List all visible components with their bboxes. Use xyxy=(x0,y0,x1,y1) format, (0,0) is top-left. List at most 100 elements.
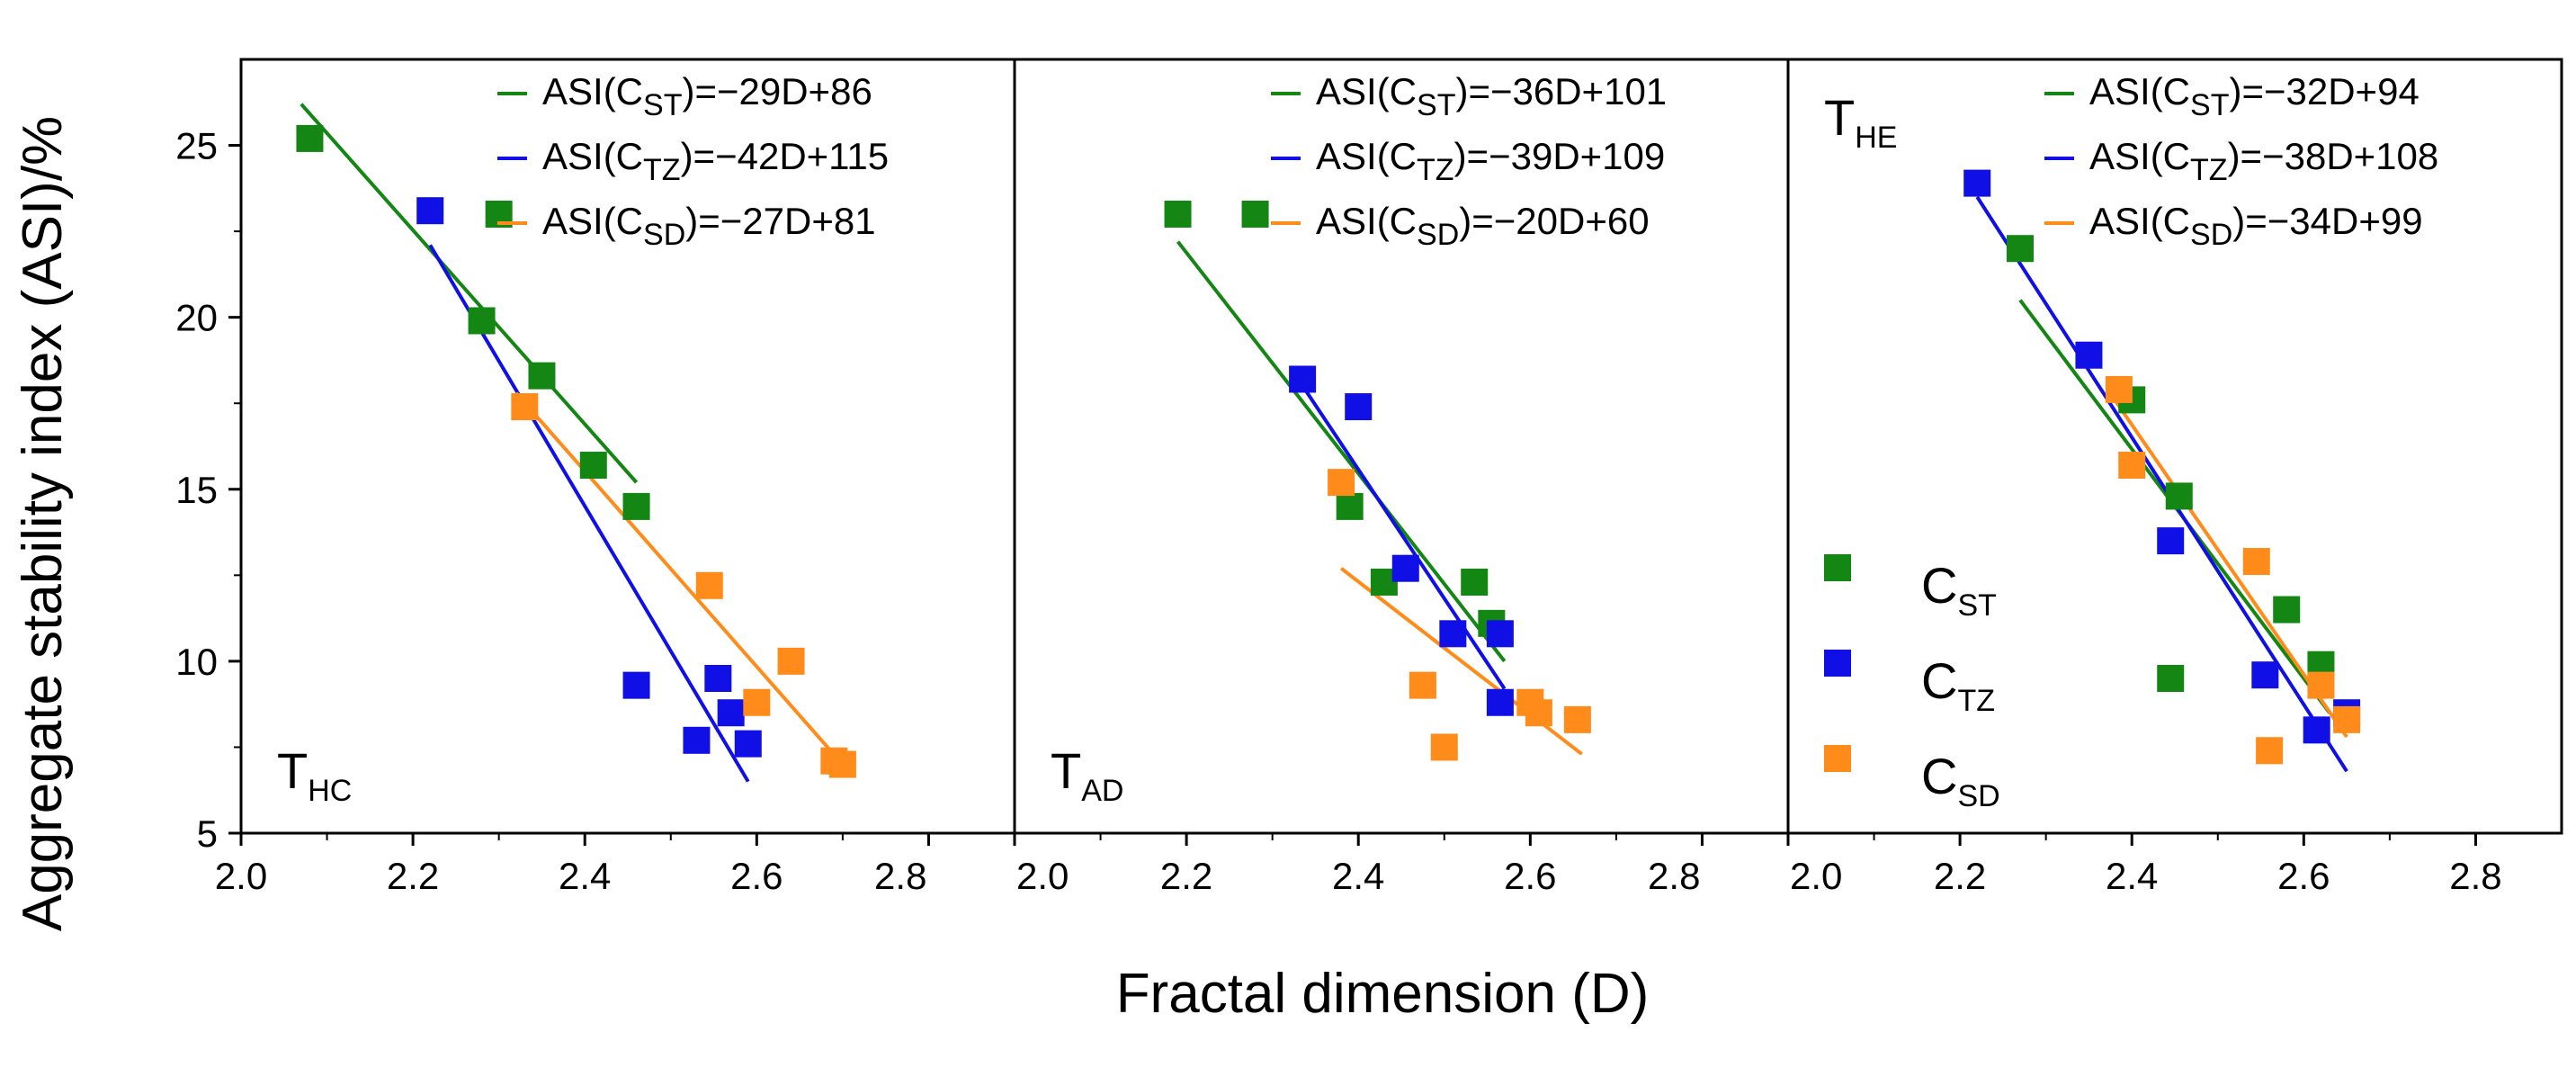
legend-label-csd: CSD xyxy=(1921,748,2000,813)
point-csd xyxy=(1525,699,1552,727)
point-ctz xyxy=(1439,620,1467,648)
fit-line-cst xyxy=(1176,240,1507,663)
y-axis-title: Aggregate stability index (ASI)/% xyxy=(12,116,74,931)
panel-1: 2.0 2.2 2.4 2.6 2.8 5 10 15 20 25 ASI(CST)=−29D+86… xyxy=(175,58,1016,897)
equation-csd: ASI(CSD)=−20D+60 xyxy=(1316,200,1650,252)
x-tick-label: 2.8 xyxy=(874,855,926,897)
y-tick-label: 25 xyxy=(175,125,218,167)
legend-label-cst: CST xyxy=(1921,557,1997,623)
point-cst xyxy=(296,124,324,152)
panel-frame xyxy=(1786,58,2563,835)
equation-ctz: ASI(CTZ)=−38D+108 xyxy=(2089,135,2438,187)
point-csd xyxy=(1409,671,1436,699)
equation-cst: ASI(CST)=−32D+94 xyxy=(2089,70,2419,122)
x-tick-label: 2.2 xyxy=(1934,855,1986,897)
x-tick-label: 2.6 xyxy=(2277,855,2330,897)
equation-csd: ASI(CSD)=−27D+81 xyxy=(542,200,876,252)
x-tick-label: 2.0 xyxy=(215,855,267,897)
point-ctz xyxy=(622,671,650,699)
legend-label-ctz: CTZ xyxy=(1921,652,1995,718)
point-csd xyxy=(1430,733,1458,761)
x-tick-label: 2.4 xyxy=(559,855,611,897)
equation-cst: ASI(CST)=−36D+101 xyxy=(1316,70,1667,122)
x-tick-label: 2.0 xyxy=(1790,855,1842,897)
x-axis-title: Fractal dimension (D) xyxy=(1116,963,1650,1025)
panel-marks xyxy=(1164,201,1591,761)
point-csd xyxy=(2307,671,2335,699)
y-tick-label: 15 xyxy=(175,469,218,511)
point-cst xyxy=(528,362,556,390)
point-cst xyxy=(2273,596,2301,624)
panel-3: 2.0 2.2 2.4 2.6 2.8 ASI(CST)=−32D+94 ASI(CTZ)=… xyxy=(1786,58,2563,897)
panel-label: THC xyxy=(277,742,352,808)
x-tick-label: 2.2 xyxy=(1160,855,1212,897)
point-csd xyxy=(2105,375,2133,403)
panel-label: TAD xyxy=(1051,742,1123,808)
x-tick-label: 2.8 xyxy=(2449,855,2501,897)
x-tick-label: 2.8 xyxy=(1648,855,1700,897)
point-cst xyxy=(2157,665,2185,692)
point-ctz xyxy=(2303,716,2330,744)
point-csd xyxy=(777,647,805,675)
x-tick-label: 2.0 xyxy=(1016,855,1069,897)
y-tick-label: 20 xyxy=(175,297,218,339)
point-ctz xyxy=(683,726,711,754)
point-cst xyxy=(1164,201,1192,228)
legend-marker-csd xyxy=(1824,745,1851,772)
panel-label: THE xyxy=(1824,89,1897,155)
point-csd xyxy=(1563,705,1591,733)
y-tick-label: 5 xyxy=(197,812,218,855)
point-ctz xyxy=(1345,393,1373,421)
point-ctz xyxy=(2157,527,2185,555)
y-tick-label: 10 xyxy=(175,641,218,683)
point-csd xyxy=(828,750,856,778)
equation-ctz: ASI(CTZ)=−39D+109 xyxy=(1316,135,1665,187)
point-cst xyxy=(468,307,496,335)
fit-line-ctz xyxy=(428,244,750,783)
x-tick-label: 2.6 xyxy=(730,855,783,897)
point-ctz xyxy=(704,665,732,692)
point-csd xyxy=(1328,469,1355,497)
point-cst xyxy=(2007,235,2034,263)
point-csd xyxy=(2333,705,2361,733)
point-cst xyxy=(1461,568,1489,596)
point-ctz xyxy=(734,730,762,758)
point-ctz xyxy=(1391,554,1419,582)
point-cst xyxy=(1336,492,1364,520)
fit-line-csd xyxy=(514,391,845,766)
plot-area: 2.0 2.2 2.4 2.6 2.8 5 10 15 20 25 ASI(CST)=−29D+86… xyxy=(175,58,2563,897)
x-tick-label: 2.4 xyxy=(1332,855,1384,897)
panel-2: 2.0 2.2 2.4 2.6 2.8 ASI(CST)=−36D+101 ASI(CTZ)… xyxy=(1013,58,1790,897)
point-csd xyxy=(511,393,539,421)
fit-line-cst xyxy=(300,103,639,484)
point-ctz xyxy=(1289,365,1317,393)
point-ctz xyxy=(1486,620,1514,648)
point-cst xyxy=(1241,201,1269,228)
point-ctz xyxy=(2075,341,2103,369)
point-csd xyxy=(2118,452,2146,480)
point-ctz xyxy=(416,197,444,225)
point-csd xyxy=(743,688,771,716)
equation-ctz: ASI(CTZ)=−42D+115 xyxy=(542,135,889,187)
point-csd xyxy=(2256,737,2284,765)
fit-line-ctz xyxy=(1975,195,2348,773)
point-csd xyxy=(695,571,723,599)
x-tick-label: 2.6 xyxy=(1504,855,1556,897)
equation-csd: ASI(CSD)=−34D+99 xyxy=(2089,200,2423,252)
panel-marks xyxy=(296,103,856,783)
panel-marks xyxy=(1963,169,2361,773)
fit-line-ctz xyxy=(1296,378,1507,690)
point-cst xyxy=(622,492,650,520)
legend-marker-cst xyxy=(1824,554,1851,581)
x-tick-label: 2.4 xyxy=(2106,855,2158,897)
x-tick-label: 2.2 xyxy=(387,855,439,897)
point-ctz xyxy=(717,699,745,727)
point-ctz xyxy=(2251,661,2279,689)
point-ctz xyxy=(1486,688,1514,716)
point-cst xyxy=(2165,482,2193,510)
equation-cst: ASI(CST)=−29D+86 xyxy=(542,70,872,122)
point-csd xyxy=(2242,548,2270,576)
point-cst xyxy=(579,452,607,480)
legend-marker-ctz xyxy=(1824,650,1851,677)
